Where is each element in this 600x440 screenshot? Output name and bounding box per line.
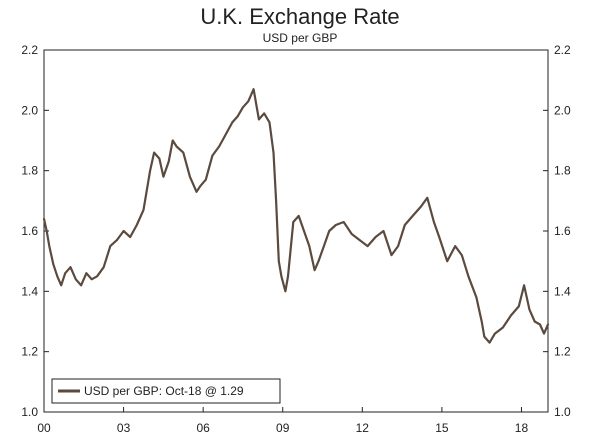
plot-frame [43, 49, 549, 413]
x-tick-label: 00 [37, 421, 51, 435]
y-tick-label-left: 1.4 [21, 284, 38, 298]
y-tick-label-right: 1.6 [554, 224, 571, 238]
y-tick-label-left: 1.6 [21, 224, 38, 238]
x-tick-label: 18 [515, 421, 529, 435]
x-tick-label: 12 [356, 421, 370, 435]
y-tick-label-left: 1.2 [21, 345, 38, 359]
chart-title: U.K. Exchange Rate [200, 4, 399, 29]
series-layer [42, 88, 550, 344]
y-tick-label-right: 1.2 [554, 345, 571, 359]
y-tick-label-right: 2.0 [554, 103, 571, 117]
legend: USD per GBP: Oct-18 @ 1.29 [51, 378, 281, 404]
y-tick-label-right: 1.8 [554, 164, 571, 178]
x-tick-label: 03 [117, 421, 131, 435]
y-tick-label-left: 2.0 [21, 103, 38, 117]
x-tick-label: 15 [435, 421, 449, 435]
x-tick-label: 09 [276, 421, 290, 435]
y-tick-label-left: 1.0 [21, 405, 38, 419]
legend-label: USD per GBP: Oct-18 @ 1.29 [84, 384, 244, 398]
y-tick-label-right: 1.4 [554, 284, 571, 298]
axes: 1.0 1.0 1.2 1.2 1.4 1.4 1.6 1.6 1.8 1.8 2.0 2.0 2.2 2… [21, 43, 571, 435]
y-tick-label-right: 2.2 [554, 43, 571, 57]
y-tick-label-right: 1.0 [554, 405, 571, 419]
legend-box [51, 378, 281, 404]
x-tick-label: 06 [196, 421, 210, 435]
y-tick-label-left: 2.2 [21, 43, 38, 57]
chart-subtitle: USD per GBP [263, 31, 338, 45]
y-tick-label-left: 1.8 [21, 164, 38, 178]
series-line [42, 88, 550, 344]
